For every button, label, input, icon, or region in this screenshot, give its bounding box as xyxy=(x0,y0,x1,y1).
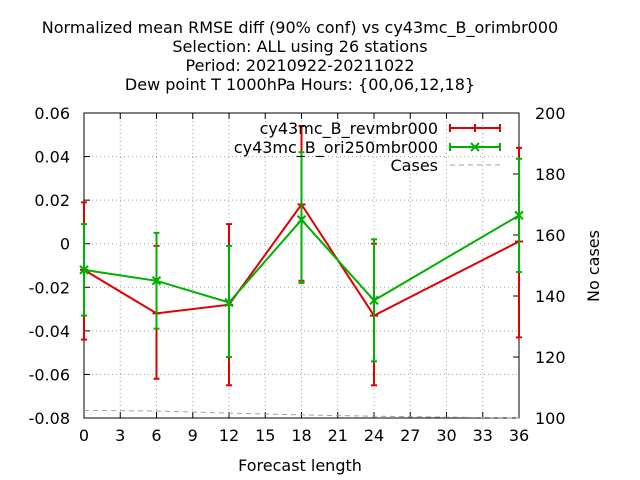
x-tick-label: 12 xyxy=(219,426,239,445)
x-tick-label: 33 xyxy=(473,426,493,445)
x-tick-label: 3 xyxy=(115,426,125,445)
y-tick-label: 0 xyxy=(60,235,70,254)
data-point xyxy=(224,297,234,308)
x-tick-label: 27 xyxy=(400,426,420,445)
chart-title: Normalized mean RMSE diff (90% conf) vs … xyxy=(42,18,558,94)
legend-label: cy43mc_B_revmbr000 xyxy=(260,119,438,139)
x-axis-title: Forecast length xyxy=(238,456,362,475)
series-layer xyxy=(79,125,524,419)
x-tick-label: 9 xyxy=(188,426,198,445)
y-tick-label: 0.04 xyxy=(34,148,70,167)
x-tick-label: 30 xyxy=(436,426,456,445)
y-tick-label: 0.02 xyxy=(34,191,70,210)
y-tick-label: -0.02 xyxy=(29,278,70,297)
y-tick-label: -0.08 xyxy=(29,409,70,428)
y2-tick-label: 100 xyxy=(535,409,566,428)
x-tick-label: 18 xyxy=(291,426,311,445)
data-point xyxy=(151,276,162,286)
x-tick-label: 15 xyxy=(255,426,275,445)
y-tick-label: -0.06 xyxy=(29,365,70,384)
legend-label: cy43mc_B_ori250mbr000 xyxy=(234,138,438,158)
series-line-cases xyxy=(83,409,520,419)
x-tick-label: 24 xyxy=(364,426,384,445)
x-tick-label: 36 xyxy=(509,426,529,445)
x-tick-label: 21 xyxy=(328,426,348,445)
series-line-0 xyxy=(83,202,520,317)
legend-label: Cases xyxy=(391,156,439,175)
x-tick-label: 6 xyxy=(151,426,161,445)
legend: cy43mc_B_revmbr000cy43mc_B_ori250mbr000C… xyxy=(234,119,501,175)
y-tick-label: -0.04 xyxy=(29,322,70,341)
data-point xyxy=(296,215,307,225)
data-point xyxy=(514,210,524,221)
series-line-1 xyxy=(83,214,520,304)
data-point xyxy=(79,265,89,275)
data-point xyxy=(369,295,379,306)
y2-tick-label: 180 xyxy=(535,165,566,184)
x-tick-label: 0 xyxy=(79,426,89,445)
axis-ticks: 0 3 6 9 12 15 18 21 24 27 30 33 36-0.08-0.06-0.04-0.… xyxy=(29,104,566,445)
y2-tick-label: 120 xyxy=(535,348,566,367)
legend-marker xyxy=(471,124,479,132)
y2-axis-title: No cases xyxy=(584,230,603,302)
y2-tick-label: 140 xyxy=(535,287,566,306)
title-line: Normalized mean RMSE diff (90% conf) vs … xyxy=(42,18,558,38)
title-line: Selection: ALL using 26 stations xyxy=(172,37,427,56)
y-tick-label: 0.06 xyxy=(34,104,70,123)
y2-tick-label: 160 xyxy=(535,226,566,245)
legend-marker xyxy=(470,142,480,152)
title-line: Period: 20210922-20211022 xyxy=(185,56,414,75)
title-line: Dew point T 1000hPa Hours: {00,06,12,18} xyxy=(125,75,475,94)
y2-tick-label: 200 xyxy=(535,104,566,123)
